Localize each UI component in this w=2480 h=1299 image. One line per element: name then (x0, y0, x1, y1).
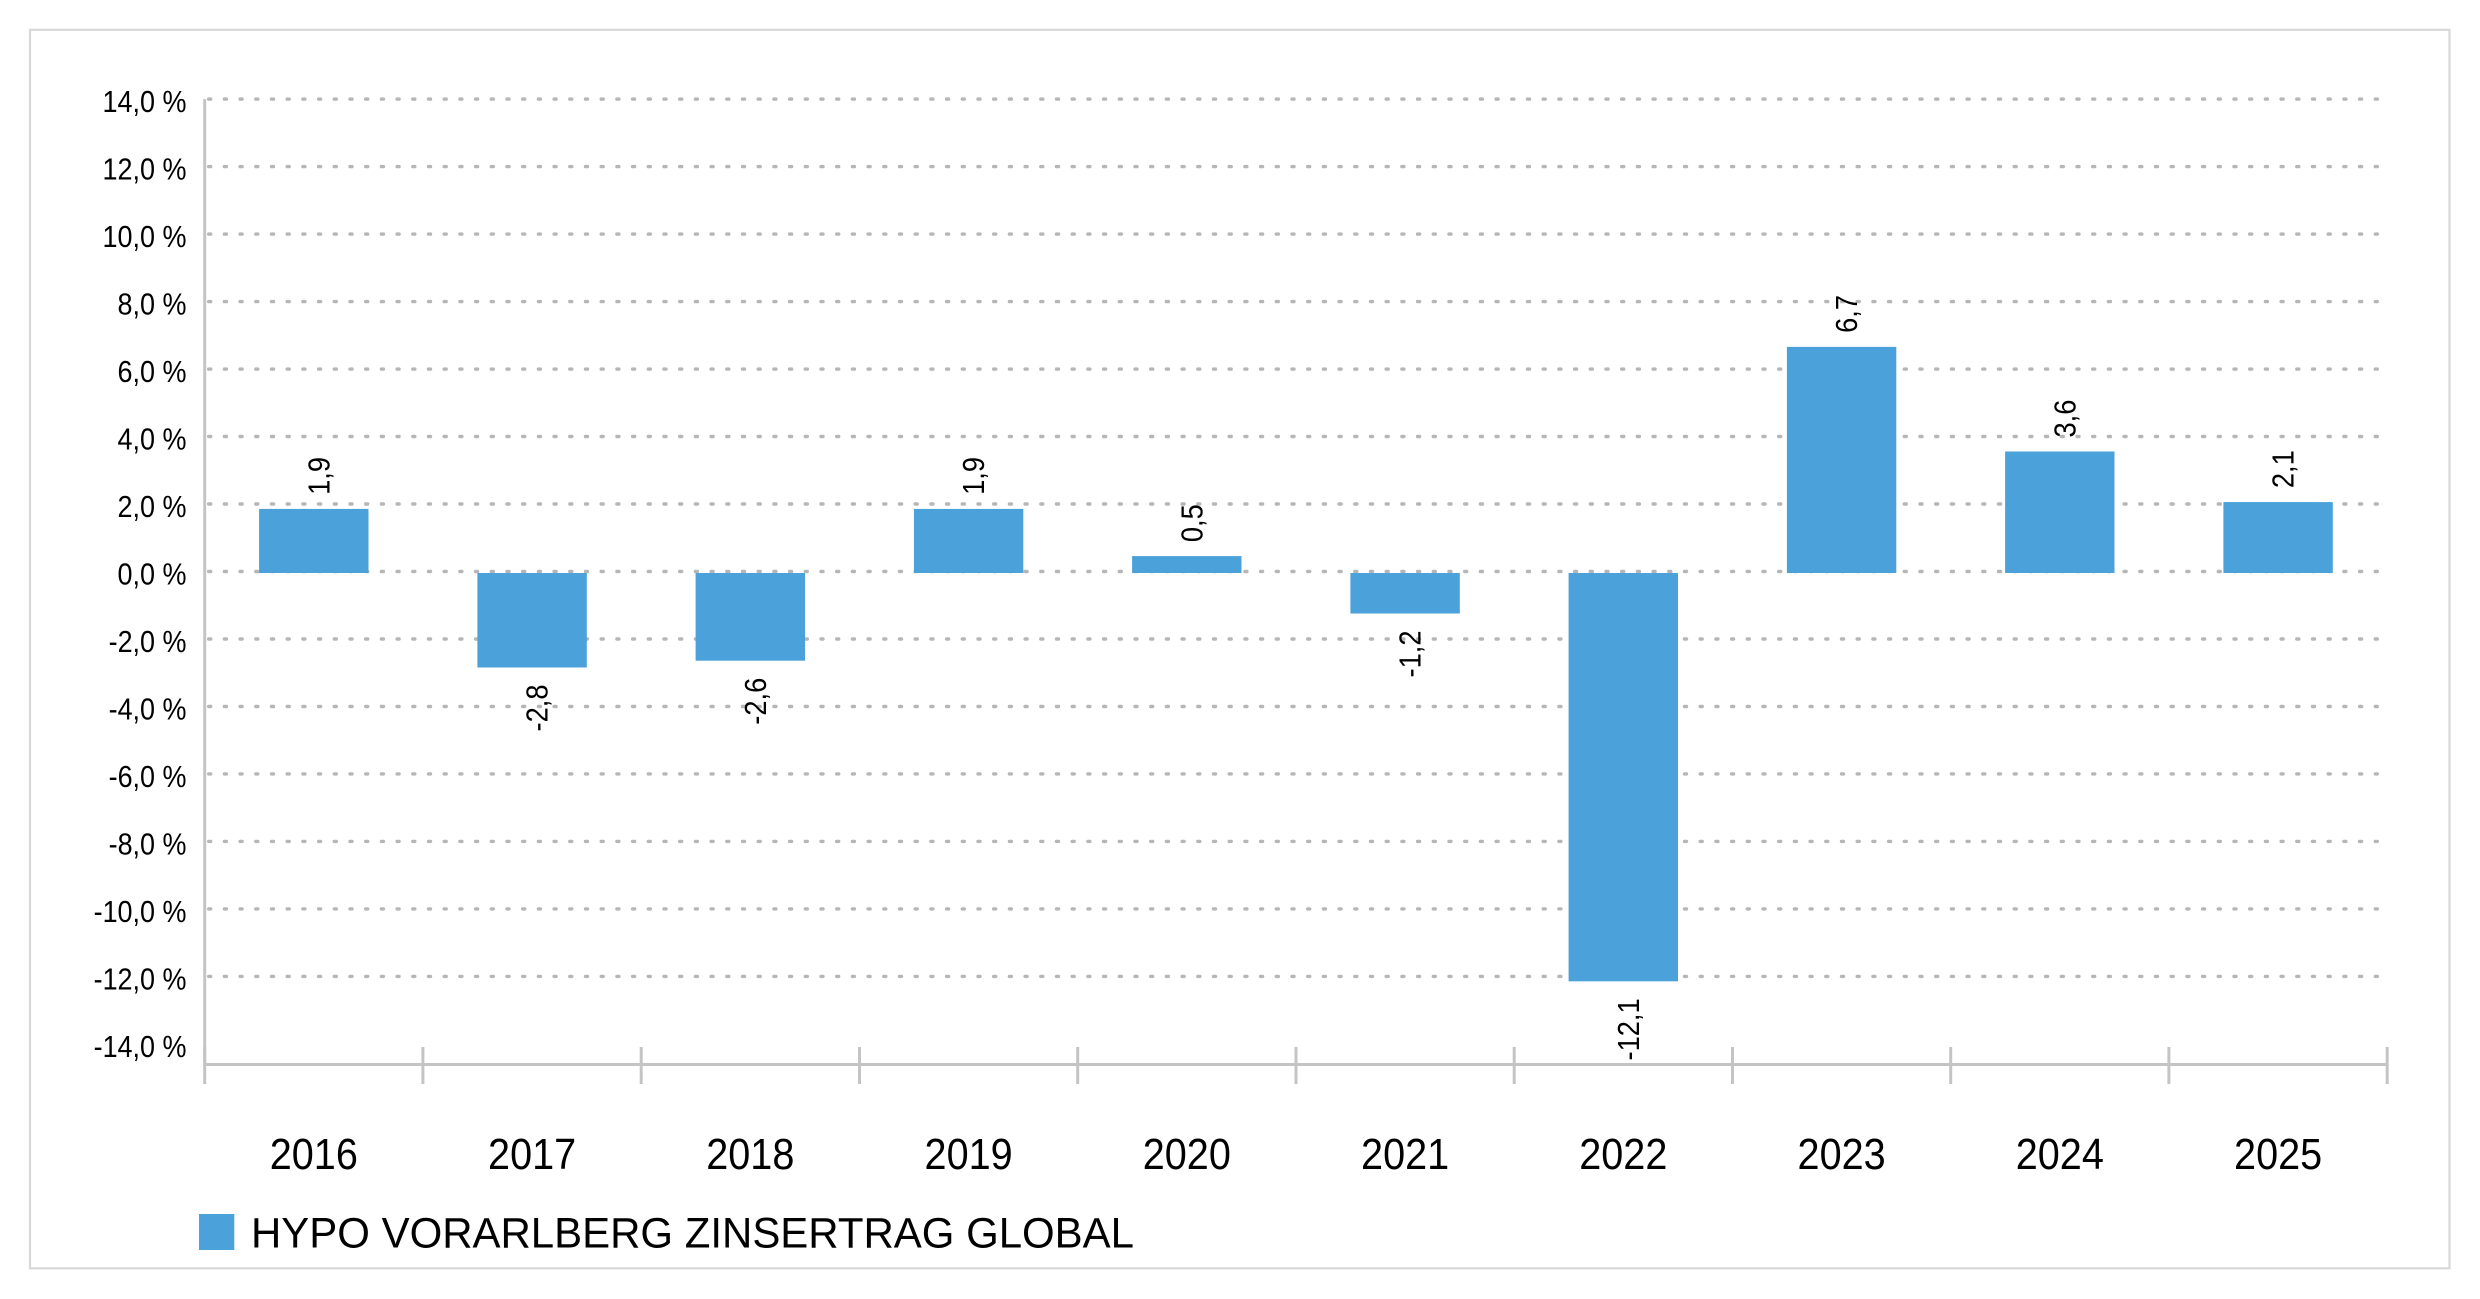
svg-text:2023: 2023 (1798, 1130, 1886, 1179)
svg-text:1,9: 1,9 (956, 457, 991, 495)
svg-text:-12,1: -12,1 (1611, 998, 1646, 1060)
svg-text:2019: 2019 (925, 1130, 1013, 1179)
svg-text:8,0 %: 8,0 % (118, 287, 187, 322)
svg-text:-2,8: -2,8 (520, 685, 555, 732)
svg-text:2,0 %: 2,0 % (118, 489, 187, 524)
svg-text:-12,0 %: -12,0 % (94, 961, 187, 996)
svg-text:2017: 2017 (488, 1130, 576, 1179)
svg-text:1,9: 1,9 (301, 457, 336, 495)
svg-text:6,0 %: 6,0 % (118, 354, 187, 389)
svg-text:3,6: 3,6 (2047, 400, 2082, 438)
svg-text:14,0 %: 14,0 % (103, 84, 187, 119)
svg-text:10,0 %: 10,0 % (103, 219, 187, 254)
svg-text:2025: 2025 (2234, 1130, 2322, 1179)
svg-text:2016: 2016 (270, 1130, 358, 1179)
svg-text:2024: 2024 (2016, 1130, 2104, 1179)
svg-text:HYPO VORARLBERG ZINSERTRAG GLO: HYPO VORARLBERG ZINSERTRAG GLOBAL (251, 1210, 1134, 1258)
svg-text:-4,0 %: -4,0 % (109, 692, 187, 727)
svg-text:-1,2: -1,2 (1393, 631, 1428, 678)
svg-text:2018: 2018 (706, 1130, 794, 1179)
svg-text:0,0 %: 0,0 % (118, 557, 187, 592)
svg-text:4,0 %: 4,0 % (118, 422, 187, 457)
svg-text:12,0 %: 12,0 % (103, 152, 187, 187)
svg-text:-8,0 %: -8,0 % (109, 826, 187, 861)
svg-text:-6,0 %: -6,0 % (109, 759, 187, 794)
svg-text:2021: 2021 (1361, 1130, 1449, 1179)
svg-text:-14,0 %: -14,0 % (94, 1029, 187, 1064)
svg-text:-2,6: -2,6 (738, 678, 773, 725)
svg-text:2022: 2022 (1579, 1130, 1667, 1179)
svg-text:2020: 2020 (1143, 1130, 1231, 1179)
svg-text:-10,0 %: -10,0 % (94, 894, 187, 929)
svg-text:-2,0 %: -2,0 % (109, 624, 187, 659)
svg-text:6,7: 6,7 (1829, 295, 1864, 333)
svg-text:2,1: 2,1 (2266, 450, 2301, 488)
svg-text:0,5: 0,5 (1174, 504, 1209, 542)
